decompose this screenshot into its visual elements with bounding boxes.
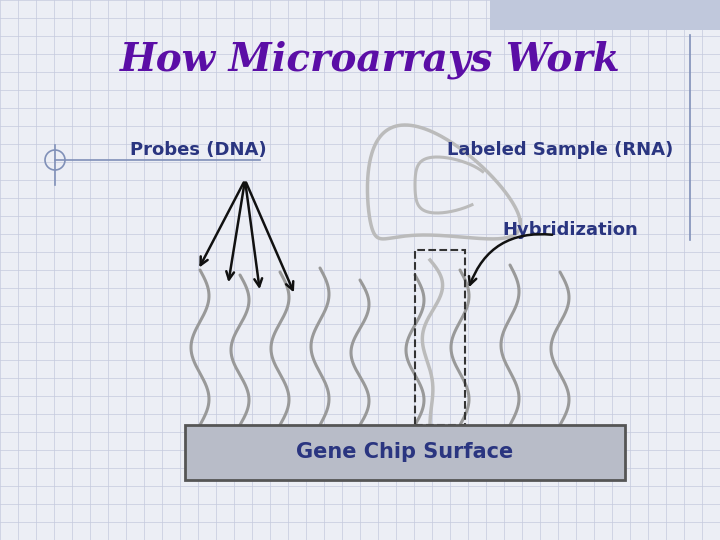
Bar [490, 0, 720, 30]
Text: Hybridization: Hybridization [502, 221, 638, 239]
Text: Probes (DNA): Probes (DNA) [130, 141, 266, 159]
Bar [185, 425, 625, 480]
Text: Labeled Sample (RNA): Labeled Sample (RNA) [447, 141, 673, 159]
Text: How Microarrays Work: How Microarrays Work [120, 40, 621, 79]
Text: Gene Chip Surface: Gene Chip Surface [297, 442, 513, 462]
Bar [415, 250, 465, 425]
